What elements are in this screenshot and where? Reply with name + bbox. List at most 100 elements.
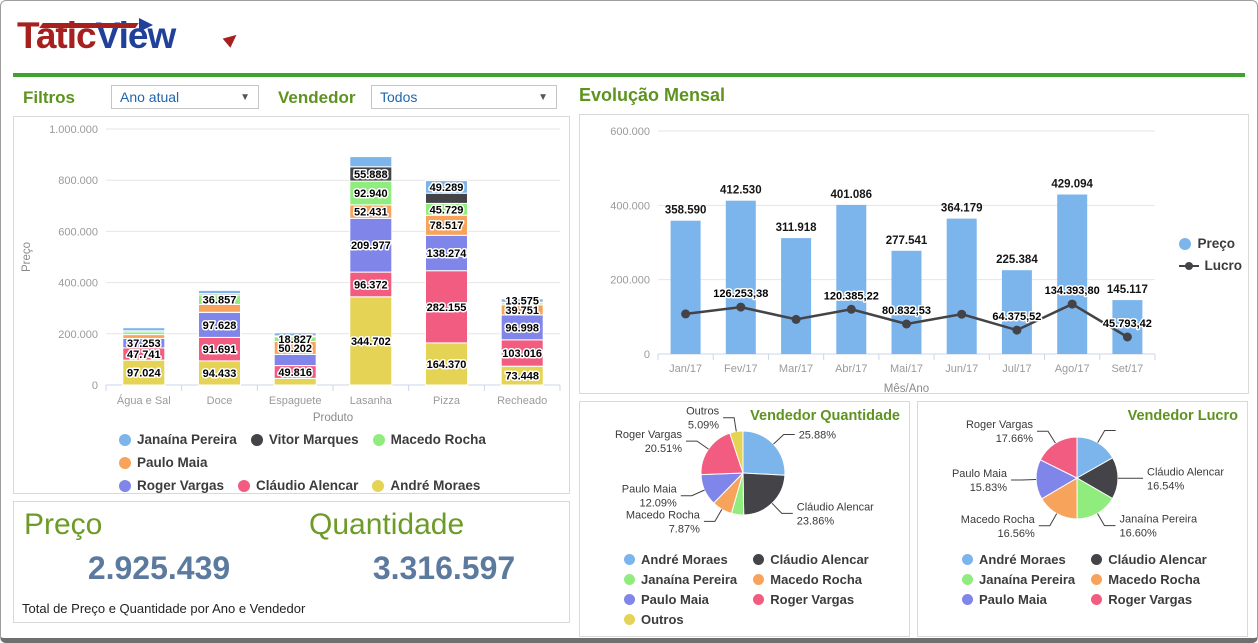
legend-line-icon — [1179, 260, 1200, 272]
svg-text:16.56%: 16.56% — [997, 528, 1035, 540]
vendor-select[interactable]: Todos ▼ — [371, 85, 557, 109]
legend-item-3[interactable]: Macedo Rocha — [1091, 570, 1220, 589]
svg-text:16.54%: 16.54% — [1147, 480, 1185, 492]
svg-text:96.372: 96.372 — [354, 279, 388, 291]
legend-item-6[interactable]: Outros — [624, 610, 753, 629]
svg-text:400.000: 400.000 — [58, 278, 98, 290]
vendedor-lucro-title: Vendedor Lucro — [1127, 408, 1238, 424]
svg-text:17.66%: 17.66% — [996, 433, 1034, 445]
legend-dot-icon — [624, 614, 635, 625]
evolucao-mensal-chart-canvas[interactable]: 0 200.000 400.000 600.000 358.590 Jan/17 412.5… — [580, 115, 1248, 393]
legend-item-0[interactable]: André Moraes — [962, 550, 1091, 569]
svg-text:Água e Sal: Água e Sal — [117, 394, 171, 407]
vendor-select-value: Todos — [380, 89, 418, 105]
vendedor-quantidade-chart-canvas[interactable]: 25.88% Cláudio Alencar 23.86% Macedo Rocha 7… — [580, 402, 909, 636]
svg-text:80.832,53: 80.832,53 — [882, 305, 931, 317]
svg-text:97.628: 97.628 — [203, 320, 237, 332]
svg-text:15.83%: 15.83% — [970, 482, 1008, 494]
svg-text:358.590: 358.590 — [665, 205, 707, 217]
svg-text:97.024: 97.024 — [127, 368, 162, 380]
vendedor-lucro-legend: André Moraes Cláudio Alencar Janaína Perei… — [962, 550, 1243, 610]
svg-text:Ago/17: Ago/17 — [1055, 363, 1090, 375]
svg-text:Espaguete: Espaguete — [269, 395, 322, 407]
svg-text:Jun/17: Jun/17 — [945, 363, 978, 375]
legend-item-5[interactable]: Roger Vargas — [1091, 590, 1220, 609]
chevron-down-icon: ▼ — [538, 91, 548, 103]
logo-red-bar — [39, 23, 139, 28]
svg-text:36.857: 36.857 — [203, 295, 237, 307]
svg-text:1.000.000: 1.000.000 — [49, 124, 98, 136]
legend-item-0[interactable]: Janaína Pereira — [119, 430, 237, 450]
produto-preco-panel: 0 200.000 400.000 600.000 800.000 1.000.000 97… — [13, 116, 570, 494]
svg-text:Janaína Pereira: Janaína Pereira — [1120, 514, 1199, 526]
legend-item-0[interactable]: André Moraes — [624, 550, 753, 569]
legend-item-3[interactable]: Macedo Rocha — [753, 570, 882, 589]
svg-text:Mar/17: Mar/17 — [779, 363, 813, 375]
legend-item-2[interactable]: Janaína Pereira — [962, 570, 1091, 589]
legend-item-1[interactable]: Cláudio Alencar — [1091, 550, 1220, 569]
legend-item-4[interactable]: Paulo Maia — [962, 590, 1091, 609]
kpi-panel: Preço 2.925.439 Quantidade 3.316.597 Tot… — [13, 501, 570, 623]
legend-item-2[interactable]: Macedo Rocha — [372, 430, 486, 450]
chevron-down-icon: ▼ — [240, 91, 250, 103]
svg-text:200.000: 200.000 — [610, 275, 650, 287]
vendedor-quantidade-panel: Vendedor Quantidade 25.88% Cláudio Alenca… — [579, 401, 910, 637]
svg-text:45.793,42: 45.793,42 — [1103, 318, 1152, 330]
legend-dot-icon — [238, 480, 251, 492]
svg-text:600.000: 600.000 — [610, 126, 650, 138]
vendedor-quantidade-title: Vendedor Quantidade — [750, 408, 900, 424]
logo-text-view: View — [95, 15, 177, 56]
vendedor-lucro-chart-canvas[interactable]: Cláudio Alencar 16.54% Janaína Pereira 16.6… — [918, 402, 1247, 636]
legend-item-preco[interactable]: Preço — [1179, 233, 1242, 255]
svg-text:7.87%: 7.87% — [669, 523, 700, 535]
svg-text:Jan/17: Jan/17 — [669, 363, 702, 375]
svg-text:Roger Vargas: Roger Vargas — [966, 419, 1034, 431]
svg-text:126.253,38: 126.253,38 — [713, 288, 768, 300]
legend-item-1[interactable]: Vitor Marques — [250, 430, 359, 450]
evolucao-mensal-legend: Preço Lucro — [1179, 233, 1242, 277]
svg-text:138.274: 138.274 — [427, 248, 468, 260]
svg-text:13.575: 13.575 — [505, 296, 539, 308]
svg-text:52.431: 52.431 — [354, 207, 388, 219]
svg-text:Set/17: Set/17 — [1111, 363, 1143, 375]
svg-text:5.09%: 5.09% — [688, 420, 719, 432]
legend-item-5[interactable]: Roger Vargas — [753, 590, 882, 609]
legend-item-5[interactable]: Cláudio Alencar — [238, 476, 358, 496]
legend-item-1[interactable]: Cláudio Alencar — [753, 550, 882, 569]
svg-text:39.751: 39.751 — [505, 305, 539, 317]
svg-text:Preço: Preço — [21, 242, 33, 272]
legend-item-6[interactable]: André Moraes — [372, 476, 480, 496]
svg-text:Roger Vargas: Roger Vargas — [615, 429, 683, 441]
svg-text:225.384: 225.384 — [996, 254, 1038, 266]
kpi-qty-value: 3.316.597 — [372, 550, 516, 586]
svg-text:277.541: 277.541 — [886, 235, 928, 247]
svg-text:145.117: 145.117 — [1107, 284, 1148, 296]
svg-text:47.741: 47.741 — [127, 349, 161, 361]
svg-text:37.253: 37.253 — [127, 338, 161, 350]
header-divider — [13, 73, 1245, 77]
svg-text:Jul/17: Jul/17 — [1002, 363, 1031, 375]
svg-text:0: 0 — [644, 349, 650, 361]
period-select[interactable]: Ano atual ▼ — [111, 85, 259, 109]
legend-item-lucro[interactable]: Lucro — [1179, 255, 1242, 277]
svg-text:Pizza: Pizza — [433, 395, 461, 407]
legend-item-4[interactable]: Roger Vargas — [119, 476, 224, 496]
legend-dot-icon — [119, 480, 131, 492]
svg-text:134.393,80: 134.393,80 — [1045, 285, 1100, 297]
kpi-price-title: Preço — [24, 508, 103, 541]
svg-text:Macedo Rocha: Macedo Rocha — [626, 509, 701, 521]
produto-preco-chart-canvas[interactable]: 0 200.000 400.000 600.000 800.000 1.000.000 97… — [14, 117, 569, 425]
legend-item-3[interactable]: Paulo Maia — [119, 453, 208, 473]
legend-item-4[interactable]: Paulo Maia — [624, 590, 753, 609]
legend-dot-icon — [1091, 574, 1103, 585]
logo-text-tatic: Tatic — [17, 15, 97, 56]
svg-text:Cláudio Alencar: Cláudio Alencar — [1147, 466, 1224, 478]
svg-text:103.016: 103.016 — [502, 348, 542, 360]
legend-item-2[interactable]: Janaína Pereira — [624, 570, 753, 589]
svg-text:401.086: 401.086 — [830, 189, 872, 201]
svg-text:Cláudio Alencar: Cláudio Alencar — [797, 501, 874, 513]
svg-text:412.530: 412.530 — [720, 185, 762, 197]
logo-blue-arrow-icon — [139, 18, 153, 32]
vendor-filter-label: Vendedor — [278, 88, 356, 107]
